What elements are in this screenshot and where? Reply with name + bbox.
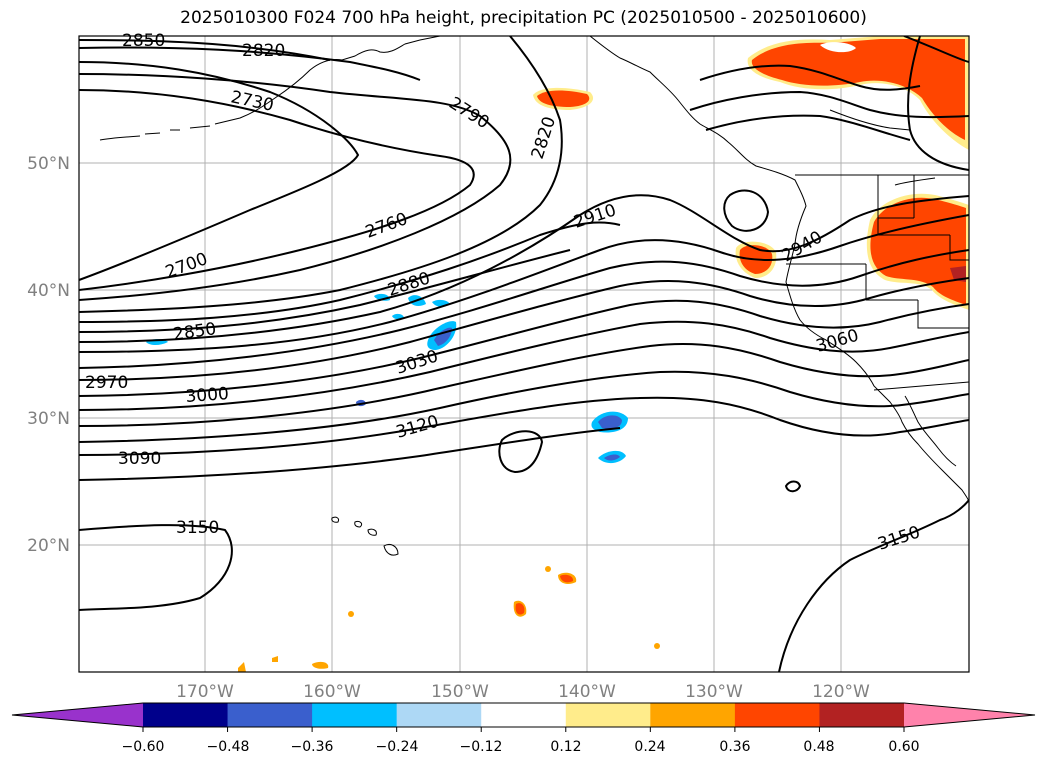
latitude-labels: 50°N 40°N 30°N 20°N [27, 154, 70, 556]
map-title: 2025010300 F024 700 hPa height, precipit… [180, 8, 867, 28]
colorbar-tick-label: −0.12 [460, 739, 503, 755]
colorbar-segment [312, 703, 398, 727]
lat-label: 30°N [27, 409, 70, 429]
contour-2940 [79, 214, 969, 353]
contour-2760 [79, 89, 475, 291]
lat-label: 20°N [27, 536, 70, 556]
contour-label: 3150 [176, 518, 219, 538]
contour-east-3 [705, 114, 911, 141]
contour-2820 [79, 36, 563, 313]
contour-2730 [79, 61, 360, 281]
contour-3000 [79, 277, 969, 381]
contour-east-1 [699, 64, 921, 91]
map-plot-area [79, 36, 969, 672]
colorbar-segment [819, 703, 905, 727]
contour-3150-east [778, 499, 969, 672]
longitude-labels: 170°W 160°W 150°W 140°W 130°W 120°W [176, 682, 870, 702]
contour-3060 [79, 320, 969, 411]
lon-label: 120°W [812, 682, 870, 702]
colorbar-segment [227, 703, 313, 727]
contour-2820-north [79, 46, 421, 81]
contour-label: 2970 [85, 373, 128, 393]
contour-3090-lower [79, 396, 969, 456]
contour-east-4 [903, 36, 969, 63]
lon-label: 150°W [431, 682, 489, 702]
colorbar-segment [904, 703, 1035, 727]
lon-label: 130°W [685, 682, 743, 702]
contour-3150-west [79, 524, 233, 611]
contour-label: 3090 [118, 449, 161, 469]
contour-label: 2850 [122, 31, 165, 51]
contour-2790 [79, 73, 512, 301]
lon-label: 140°W [558, 682, 616, 702]
contour-east-5 [907, 36, 969, 171]
colorbar-tick-label: −0.48 [207, 739, 250, 755]
colorbar-tick-label: 0.36 [719, 739, 750, 755]
contour-2850-north [79, 39, 331, 61]
contour-label: 3000 [185, 384, 230, 407]
contour-2850 [79, 221, 621, 323]
colorbar: −0.60 −0.48 −0.36 −0.24 −0.12 0.12 0.24 … [11, 702, 1036, 755]
colorbar-segments [11, 702, 1036, 728]
colorbar-tick-label: 0.12 [550, 739, 581, 755]
contour-label: 2820 [242, 41, 285, 61]
contour-3030 [79, 299, 969, 397]
contour-east-2 [689, 90, 969, 119]
contour-small-high [784, 480, 802, 493]
colorbar-segment [143, 703, 229, 727]
colorbar-tick-label: 0.48 [803, 739, 834, 755]
contour-3090 [79, 343, 969, 427]
colorbar-tick-label: 0.60 [888, 739, 919, 755]
contour-2970 [79, 249, 969, 369]
colorbar-segment [481, 703, 567, 727]
colorbar-segment [650, 703, 736, 727]
contour-closed-high [498, 430, 544, 474]
height-contours [79, 36, 969, 672]
colorbar-segment [396, 703, 482, 727]
colorbar-tick-label: 0.24 [634, 739, 665, 755]
contour-3120 [79, 370, 969, 443]
islands [331, 516, 399, 556]
graticule [79, 36, 969, 672]
colorbar-segment [12, 703, 143, 727]
colorbar-tick-label: −0.60 [122, 739, 165, 755]
lon-label: 170°W [176, 682, 234, 702]
coastlines [99, 36, 969, 503]
colorbar-segment [565, 703, 651, 727]
contour-closed-low-ca [723, 189, 770, 232]
contour-2910 [79, 194, 969, 343]
colorbar-tick-label: −0.36 [291, 739, 334, 755]
map-frame [78, 35, 970, 673]
contour-3150-lower [79, 427, 621, 481]
lat-label: 40°N [27, 281, 70, 301]
lon-label: 160°W [303, 682, 361, 702]
lat-label: 50°N [27, 154, 70, 174]
contour-2880 [79, 249, 571, 333]
colorbar-segment [734, 703, 820, 727]
colorbar-ticks: −0.60 −0.48 −0.36 −0.24 −0.12 0.12 0.24 … [122, 727, 920, 755]
colorbar-tick-label: −0.24 [376, 739, 419, 755]
